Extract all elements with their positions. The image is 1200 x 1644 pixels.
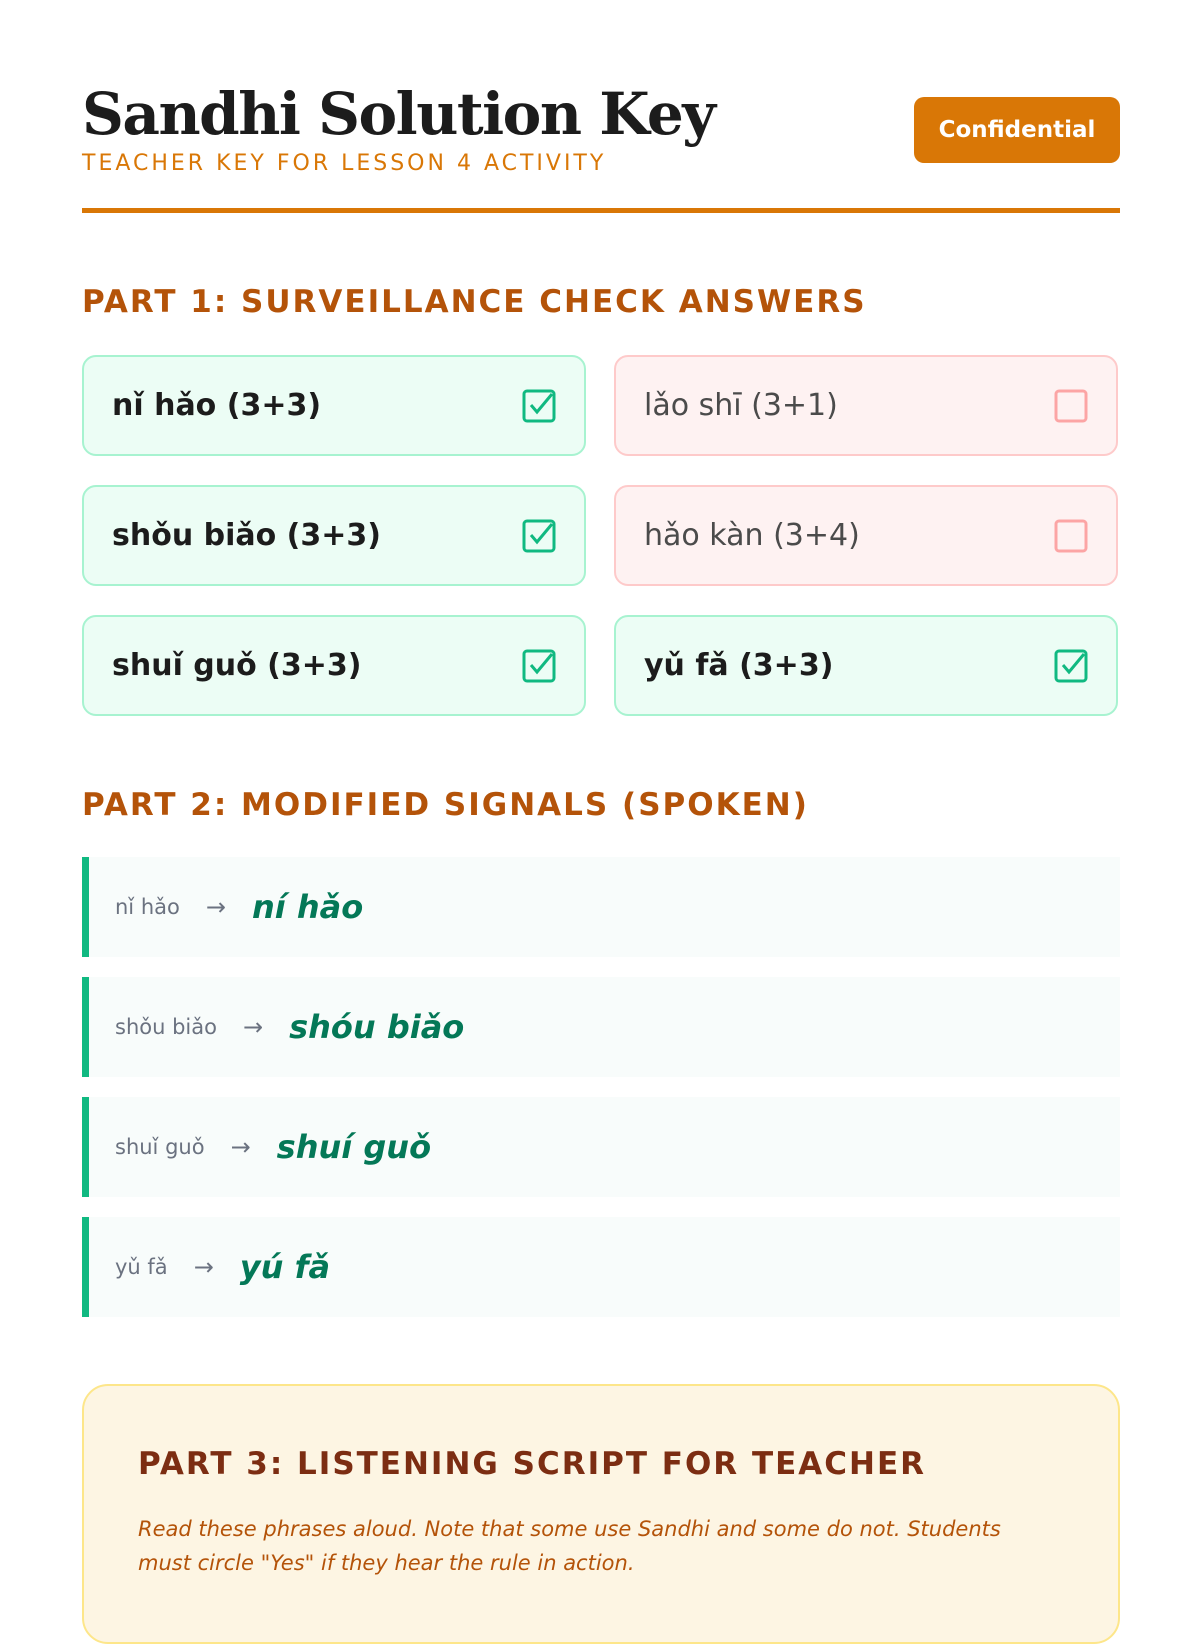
modified-pinyin: yú fǎ xyxy=(239,1248,331,1286)
answer-card: yǔ fǎ (3+3) xyxy=(614,615,1118,716)
original-pinyin: shǒu biǎo xyxy=(115,1015,217,1039)
signal-row: nǐ hǎo → ní hǎo xyxy=(82,857,1120,957)
answer-label: shuǐ guǒ (3+3) xyxy=(112,648,362,683)
answer-label: shǒu biǎo (3+3) xyxy=(112,518,381,553)
checked-box-icon[interactable] xyxy=(522,649,556,683)
answer-card: lǎo shī (3+1) xyxy=(614,355,1118,456)
signal-row: yǔ fǎ → yú fǎ xyxy=(82,1217,1120,1317)
arrow-right-icon: → xyxy=(230,1133,251,1161)
original-pinyin: shuǐ guǒ xyxy=(115,1135,205,1159)
modified-pinyin: shuí guǒ xyxy=(276,1128,432,1166)
answer-label: lǎo shī (3+1) xyxy=(644,388,838,423)
original-pinyin: yǔ fǎ xyxy=(115,1255,168,1279)
answer-card: hǎo kàn (3+4) xyxy=(614,485,1118,586)
page-title: Sandhi Solution Key xyxy=(82,80,716,148)
part1-heading: PART 1: SURVEILLANCE CHECK ANSWERS xyxy=(82,284,867,320)
listening-script-panel: PART 3: LISTENING SCRIPT FOR TEACHER Rea… xyxy=(82,1384,1120,1644)
page-subtitle: TEACHER KEY FOR LESSON 4 ACTIVITY xyxy=(82,151,607,176)
part2-heading: PART 2: MODIFIED SIGNALS (SPOKEN) xyxy=(82,787,809,823)
signal-row: shuǐ guǒ → shuí guǒ xyxy=(82,1097,1120,1197)
answer-card: shǒu biǎo (3+3) xyxy=(82,485,586,586)
empty-checkbox-icon[interactable] xyxy=(1054,519,1088,553)
arrow-right-icon: → xyxy=(205,893,226,921)
answer-card: nǐ hǎo (3+3) xyxy=(82,355,586,456)
checked-box-icon[interactable] xyxy=(1054,649,1088,683)
empty-checkbox-icon[interactable] xyxy=(1054,389,1088,423)
modified-pinyin: shóu biǎo xyxy=(289,1008,465,1046)
header-divider xyxy=(82,208,1120,213)
checked-box-icon[interactable] xyxy=(522,389,556,423)
arrow-right-icon: → xyxy=(242,1013,264,1041)
answer-label: yǔ fǎ (3+3) xyxy=(644,648,834,683)
answer-label: nǐ hǎo (3+3) xyxy=(112,388,322,423)
answer-card: shuǐ guǒ (3+3) xyxy=(82,615,586,716)
answer-label: hǎo kàn (3+4) xyxy=(644,518,860,553)
original-pinyin: nǐ hǎo xyxy=(115,895,180,919)
signal-row: shǒu biǎo → shóu biǎo xyxy=(82,977,1120,1077)
modified-pinyin: ní hǎo xyxy=(251,888,364,926)
confidential-badge: Confidential xyxy=(914,97,1120,163)
part3-heading: PART 3: LISTENING SCRIPT FOR TEACHER xyxy=(138,1446,927,1482)
arrow-right-icon: → xyxy=(193,1253,214,1281)
checked-box-icon[interactable] xyxy=(522,519,556,553)
part3-instructions: Read these phrases aloud. Note that some… xyxy=(138,1517,1001,1575)
